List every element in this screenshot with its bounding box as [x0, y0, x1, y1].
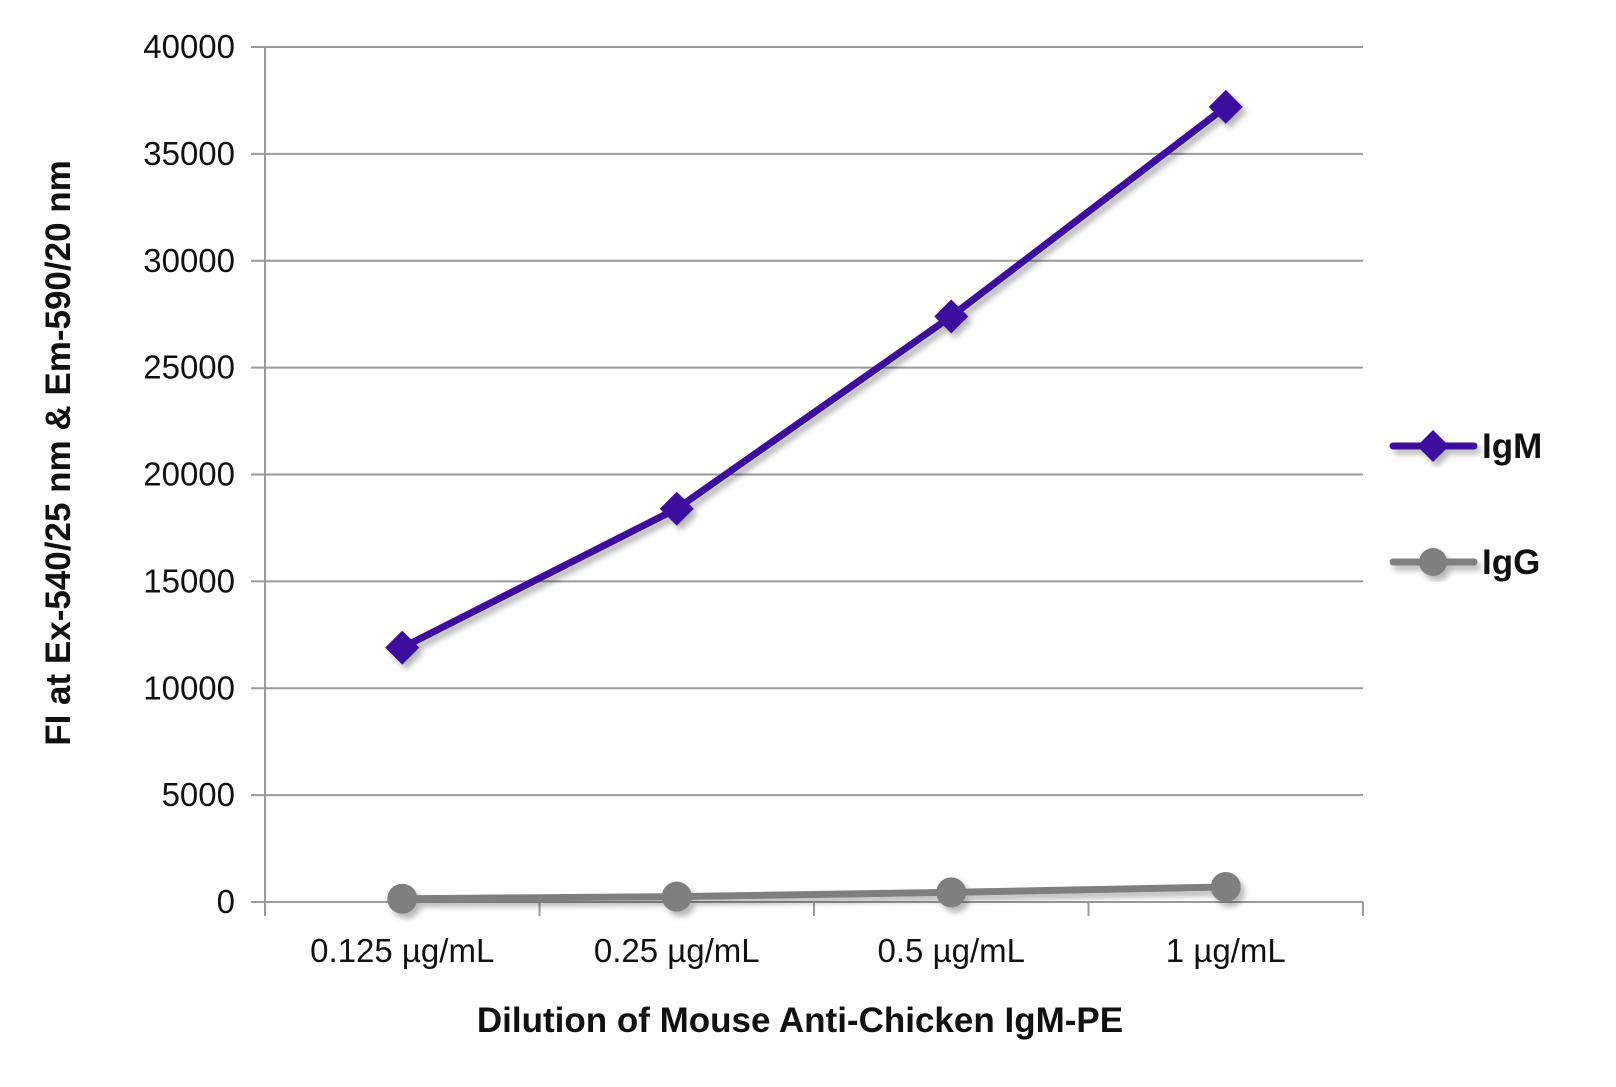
y-tick-label: 10000	[143, 669, 235, 706]
y-tick-label: 35000	[143, 135, 235, 172]
y-tick-label: 0	[217, 883, 235, 920]
legend-item-igg	[1389, 548, 1478, 576]
x-tick-label: 1 µg/mL	[1166, 932, 1286, 969]
y-tick-label: 5000	[162, 776, 235, 813]
data-point-igg	[1210, 872, 1241, 903]
data-point-igm	[385, 630, 420, 665]
y-tick-label: 40000	[143, 28, 235, 65]
x-tick-label: 0.25 µg/mL	[594, 932, 760, 969]
y-tick-label: 25000	[143, 349, 235, 386]
legend-item-igm	[1389, 430, 1478, 462]
data-point-igm	[934, 299, 969, 334]
data-point-igg	[936, 877, 967, 908]
y-tick-label: 30000	[143, 242, 235, 279]
x-axis-title: Dilution of Mouse Anti-Chicken IgM-PE	[477, 1001, 1123, 1040]
y-tick-label: 15000	[143, 562, 235, 599]
y-axis-title: FI at Ex-540/25 nm & Em-590/20 nm	[39, 160, 78, 746]
series-line-igg	[398, 883, 1230, 903]
series-layer	[385, 89, 1243, 914]
legend-marker-igg	[1419, 548, 1447, 576]
data-point-igm	[1208, 89, 1243, 124]
data-point-igm	[659, 491, 694, 526]
y-tick-label: 20000	[143, 456, 235, 493]
data-point-igg	[387, 883, 418, 914]
gridlines	[251, 46, 1363, 797]
x-tick-label: 0.5 µg/mL	[878, 932, 1025, 969]
series-igg	[387, 872, 1241, 914]
legend: IgM IgG	[1389, 427, 1542, 582]
legend-label-igm: IgM	[1482, 427, 1542, 466]
axes: 0 5000 10000 15000 20000 25000 30000 35000 40000…	[143, 28, 1364, 969]
series-igm	[385, 89, 1243, 665]
x-tick-label: 0.125 µg/mL	[310, 932, 494, 969]
data-point-igg	[661, 881, 692, 912]
series-line-igm	[398, 103, 1230, 652]
legend-marker-igm	[1417, 430, 1449, 462]
legend-label-igg: IgG	[1482, 543, 1540, 582]
